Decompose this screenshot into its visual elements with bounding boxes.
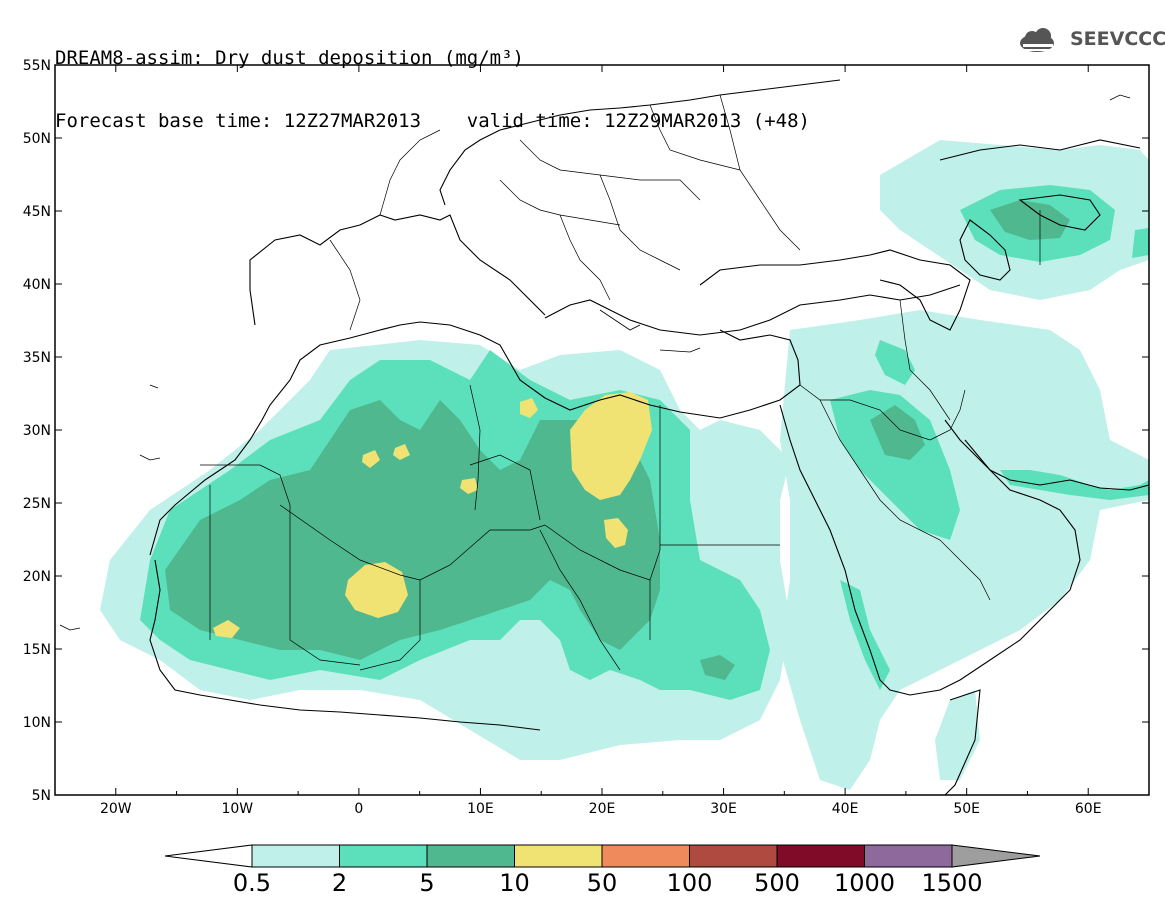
coastlines (149, 79, 1149, 795)
title-line-1: DREAM8-assim: Dry dust deposition (mg/m³… (55, 47, 524, 69)
lon-tick-label: 60E (1075, 801, 1102, 817)
legend-label: 0.5 (233, 869, 271, 897)
dust-level-5-10 (165, 200, 1070, 680)
lat-tick-label: 5N (32, 788, 51, 804)
lon-tick-label: 10E (467, 801, 494, 817)
legend-swatch (864, 844, 953, 868)
legend-swatch (689, 844, 778, 868)
legend-label: 500 (754, 869, 800, 897)
latitude-ticks: 5N 10N 15N 20N 25N 30N 35N 40N 45N 50N 55N (23, 58, 1149, 804)
lat-tick-label: 30N (23, 423, 51, 439)
cloud-logo-icon (1020, 28, 1054, 52)
legend-label: 1000 (834, 869, 895, 897)
legend-arrow-high (951, 844, 1041, 868)
lat-tick-label: 20N (23, 569, 51, 585)
map-plot-area (55, 65, 1149, 795)
legend-arrow-low (164, 844, 253, 868)
legend-label: 5 (419, 869, 434, 897)
lon-tick-label: 40E (832, 801, 859, 817)
legend-swatch (426, 844, 515, 868)
lon-tick-label: 50E (953, 801, 980, 817)
seevccc-logo (1020, 28, 1054, 52)
lon-tick-label: 10W (221, 801, 253, 817)
country-borders (200, 94, 1041, 671)
lat-tick-label: 50N (23, 131, 51, 147)
lon-tick-label: 0 (354, 801, 363, 817)
legend-label: 2 (332, 869, 347, 897)
lat-tick-label: 10N (23, 715, 51, 731)
legend-label: 10 (499, 869, 530, 897)
longitude-ticks: 20W 10W 0 10E 20E 30E 40E 50E 60E (54, 65, 1150, 817)
lat-tick-label: 55N (23, 58, 51, 74)
lon-tick-label: 30E (710, 801, 737, 817)
legend-swatch (339, 844, 428, 868)
islands (59, 94, 1131, 631)
lat-tick-label: 45N (23, 204, 51, 220)
lat-tick-label: 15N (23, 642, 51, 658)
legend-label: 50 (587, 869, 618, 897)
title-line-2: Forecast base time: 12Z27MAR2013 valid t… (55, 110, 810, 132)
legend-label: 1500 (921, 869, 982, 897)
legend-swatch (251, 844, 340, 868)
legend-swatch (514, 844, 603, 868)
color-legend: 0.5 2 5 10 50 100 500 1000 1500 (164, 844, 1041, 897)
map-title: DREAM8-assim: Dry dust deposition (mg/m³… (55, 6, 810, 153)
lon-tick-label: 20W (100, 801, 132, 817)
lat-tick-label: 35N (23, 350, 51, 366)
lat-tick-label: 40N (23, 277, 51, 293)
lat-tick-label: 25N (23, 496, 51, 512)
dust-level-10-50 (213, 392, 652, 638)
logo-text: SEEVCCC (1070, 28, 1165, 50)
legend-swatch (776, 844, 865, 868)
legend-swatch (601, 844, 690, 868)
lon-tick-label: 20E (589, 801, 616, 817)
legend-label: 100 (667, 869, 713, 897)
